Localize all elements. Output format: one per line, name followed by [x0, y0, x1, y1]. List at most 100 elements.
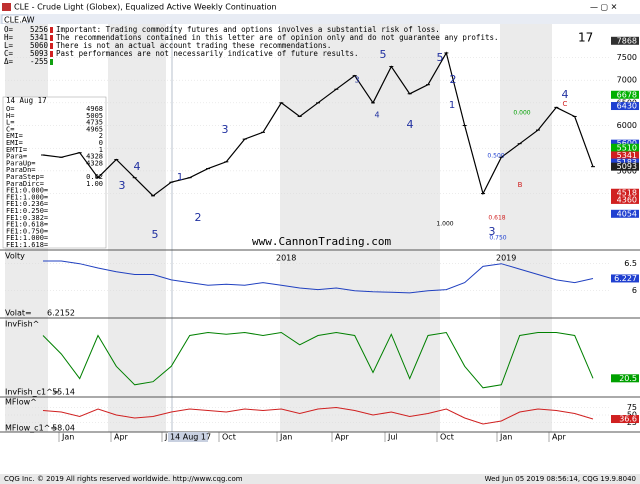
- annotation: 3: [354, 76, 359, 85]
- data-window: [2, 96, 107, 249]
- data-window-label: FE1:1.000=: [6, 193, 48, 201]
- price-marker: [611, 90, 639, 99]
- data-window-label: FE1:0.382=: [6, 214, 48, 222]
- price-marker: [611, 143, 639, 152]
- price-marker-label: 5510: [617, 143, 637, 152]
- value-marker: [611, 415, 639, 424]
- quote-value: -255: [30, 57, 48, 66]
- annotation: 5: [437, 51, 444, 64]
- price-marker: [611, 162, 639, 171]
- annotation: 1.000: [436, 221, 453, 228]
- y-tick-label: 6: [632, 286, 637, 295]
- price-marker-label: 6678: [617, 90, 637, 99]
- data-window-label: EMI=: [6, 132, 23, 140]
- website: www.CannonTrading.com: [252, 235, 391, 248]
- annotation: 1: [177, 172, 183, 183]
- data-window-value: 4968: [86, 105, 103, 113]
- data-window-date: 14 Aug 17: [6, 96, 47, 105]
- year-label: 2019: [496, 254, 516, 263]
- annotation: 0.618: [488, 215, 505, 222]
- app-icon: [2, 3, 11, 11]
- quote-value: 5341: [30, 33, 48, 42]
- price-marker-label: 7868: [617, 36, 637, 45]
- panel-title: InvFish^: [5, 320, 39, 329]
- price-marker-label: 6430: [617, 102, 637, 111]
- data-window-label: Para=: [6, 153, 27, 161]
- annotation: 2: [450, 73, 457, 86]
- x-tick-label: Oct: [440, 433, 454, 442]
- y-tick-label: 75: [627, 403, 637, 412]
- x-tick-label: Jul: [387, 433, 398, 442]
- quote-label: C=: [4, 49, 14, 58]
- data-window-label: H=: [6, 112, 14, 120]
- annotation: 2: [195, 211, 202, 224]
- price-marker-label: 5183: [617, 158, 637, 167]
- annotation: 4: [407, 118, 414, 131]
- data-window-value: 4965: [86, 125, 103, 133]
- data-window-label: FE1:0.000=: [6, 187, 48, 195]
- annotation: 4: [562, 88, 569, 101]
- counter: 17: [578, 31, 593, 45]
- copyright: CQG Inc. © 2019 All rights reserved worl…: [4, 475, 243, 483]
- data-window-label: O=: [6, 105, 14, 113]
- data-window-value: 4735: [86, 119, 103, 127]
- readout-value: 55.14: [52, 388, 75, 397]
- value-marker: [611, 374, 639, 383]
- cursor-label-bg: [168, 432, 208, 442]
- window-title: CLE - Crude Light (Globex), Equalized Ac…: [14, 3, 277, 12]
- price-marker: [611, 151, 639, 160]
- price-marker: [611, 158, 639, 167]
- price-marker: [611, 102, 639, 111]
- annotation: 4: [134, 160, 141, 173]
- data-window-value: 0: [99, 139, 103, 147]
- x-tick-label: Apr: [114, 433, 129, 442]
- price-marker-label: 4360: [617, 195, 637, 204]
- y-tick-label: 6.5: [624, 259, 637, 268]
- quote-value: 5256: [30, 25, 49, 34]
- price-marker-label: 4054: [617, 209, 637, 218]
- data-window-value: 0.02: [86, 173, 103, 181]
- data-window-label: ParaStep=: [6, 173, 44, 181]
- quote-label: O=: [4, 25, 14, 34]
- readout-label: MFlow_c1^=: [5, 424, 57, 433]
- tab-label[interactable]: CLE.AW: [4, 16, 35, 25]
- data-window-label: ParaDn=: [6, 166, 36, 174]
- quote-label: H=: [4, 33, 14, 42]
- indicator-line: [42, 406, 594, 425]
- data-window-label: EMI=: [6, 139, 23, 147]
- disclaimer-line: There is not an actual account trading t…: [56, 41, 331, 50]
- readout-value: 58.04: [52, 424, 75, 433]
- x-tick-label: Jan: [279, 433, 292, 442]
- x-tick-label: Jan: [61, 433, 74, 442]
- period-shade: [108, 24, 166, 432]
- data-window-value: 1: [99, 146, 103, 154]
- timestamp: Wed Jun 05 2019 08:56:14, CQG 19.9.8040: [485, 475, 636, 483]
- window-buttons[interactable]: — ▢ ✕: [590, 3, 617, 12]
- annotation: C: [563, 100, 568, 108]
- data-window-value: 1.00: [86, 180, 103, 188]
- value-marker: [611, 274, 639, 283]
- annotation: 4: [374, 111, 379, 120]
- quote-swatch: [50, 51, 53, 57]
- value-marker-label: 6.227: [614, 274, 637, 283]
- cursor-label: 14 Aug 17: [170, 433, 211, 442]
- price-marker-label: 4518: [617, 188, 637, 197]
- price-marker: [611, 209, 639, 218]
- price-marker: [611, 139, 639, 148]
- annotation: B: [518, 181, 523, 189]
- price-marker-label: 5341: [617, 151, 637, 160]
- data-window-label: FE1:1.618=: [6, 241, 48, 249]
- tab-bar: [0, 14, 640, 24]
- annotation: 3: [222, 123, 229, 136]
- data-window-label: ParaUp=: [6, 159, 36, 167]
- disclaimer-line: The recommendations contained in this le…: [56, 33, 499, 42]
- data-window-label: L=: [6, 119, 14, 127]
- y-tick-label: 7000: [617, 76, 637, 85]
- period-shade: [500, 24, 552, 432]
- y-tick-label: 6000: [617, 121, 637, 130]
- annotation: 1: [449, 100, 455, 111]
- y-tick-label: 50: [627, 411, 637, 420]
- x-tick-label: Apr: [335, 433, 350, 442]
- value-marker-label: 20.5: [619, 374, 637, 383]
- annotation: 0.750: [489, 235, 506, 242]
